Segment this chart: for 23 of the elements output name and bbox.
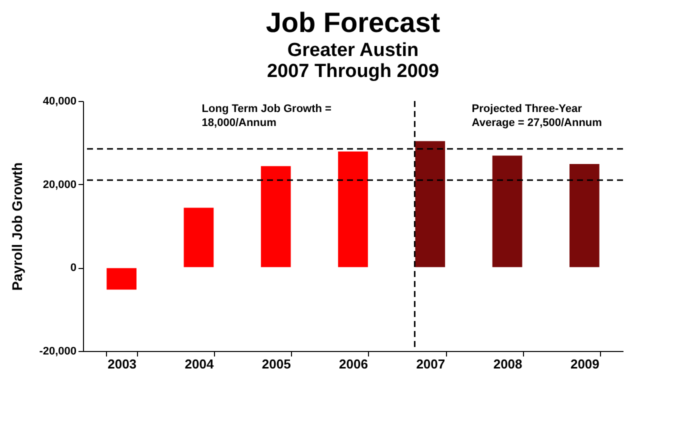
x-tick-label: 2009: [570, 356, 600, 372]
annotation: Projected Three-Year Average = 27,500/Annum: [472, 103, 602, 129]
x-tick-label: 2007: [416, 356, 446, 372]
y-tick-label: 20,000: [42, 178, 76, 191]
bar: [568, 163, 600, 268]
x-tick-label: 2003: [108, 356, 137, 372]
y-tick-label: -20,000: [39, 346, 76, 358]
y-tick-label: 0: [70, 262, 76, 274]
x-tick-label: 2008: [493, 356, 522, 372]
bar: [106, 267, 138, 291]
x-tick-label: 2005: [262, 356, 291, 372]
bar: [260, 165, 292, 268]
x-tick-label: 2006: [339, 356, 368, 372]
y-axis-title: Payroll Job Growth: [9, 162, 26, 291]
bar: [414, 140, 446, 268]
chart-subtitle: Greater Austin 2007 Through 2009: [266, 40, 440, 82]
chart-title: Job Forecast: [266, 7, 440, 38]
annotation: Long Term Job Growth = 18,000/Annum: [202, 103, 332, 129]
x-tick-label: 2004: [184, 356, 214, 372]
bar: [491, 154, 524, 268]
bar: [182, 206, 215, 268]
bar: [337, 150, 369, 268]
y-tick-label: 40,000: [42, 96, 76, 108]
